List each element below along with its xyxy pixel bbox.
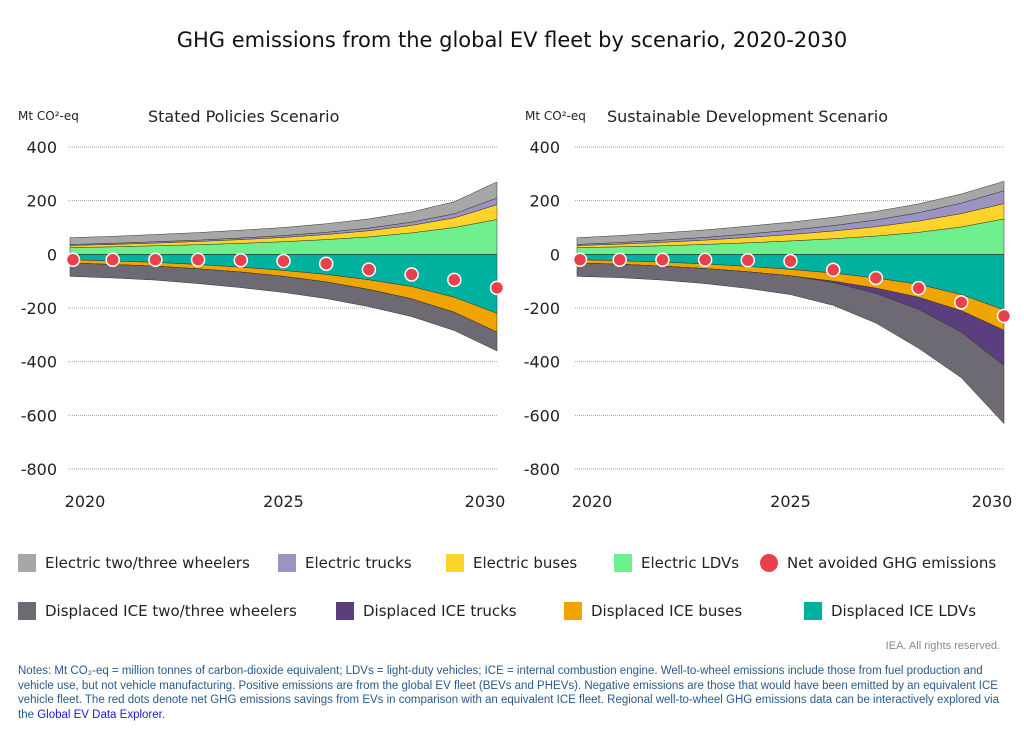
legend-item-electric-buses: Electric buses [446,554,577,572]
net-avoided-point [447,272,462,288]
credit: IEA. All rights reserved. [885,640,1000,652]
net-avoided-point [996,308,1012,324]
x-tick-label: 2020 [572,492,613,511]
x-tick-label: 2025 [263,492,304,511]
y-tick-label: -800 [524,460,560,479]
net-avoided-point [233,252,249,268]
notes: Notes: Mt CO₂-eq = million tonnes of car… [18,664,1008,722]
panel-title: Sustainable Development Scenario [607,107,888,126]
legend-label: Electric two/three wheelers [45,554,250,572]
y-axis-unit-label: Mt CO²-eq [18,109,79,123]
net-avoided-point [190,252,206,267]
y-tick-label: 400 [26,138,57,157]
legend-label: Displaced ICE LDVs [831,602,977,620]
legend-swatch [336,602,354,620]
net-avoided-point [825,262,841,278]
net-avoided-point [404,267,419,282]
legend-swatch [18,602,36,620]
y-tick-label: 0 [550,245,560,264]
y-tick-label: -800 [21,460,57,479]
legend-item-displaced-ice-two-three-wheelers: Displaced ICE two/three wheelers [18,602,297,620]
y-tick-label: -400 [524,353,560,372]
y-tick-label: 400 [529,138,560,157]
panel-title: Stated Policies Scenario [148,107,339,126]
legend-swatch [804,602,822,620]
y-tick-label: -200 [524,299,560,318]
net-avoided-point [868,270,884,286]
legend-swatch [446,554,464,572]
y-tick-label: 0 [47,245,57,264]
legend-label: Displaced ICE buses [591,602,743,620]
legend-swatch [614,554,632,572]
global-ev-data-explorer-link[interactable]: Global EV Data Explorer [37,708,162,721]
net-avoided-point [489,280,505,296]
y-tick-label: -200 [21,299,57,318]
net-avoided-point [572,252,588,267]
net-avoided-point [148,252,163,267]
y-tick-label: -600 [21,406,57,425]
y-tick-label: -400 [21,353,57,372]
chart-panel-2: Mt CO²-eq Sustainable Development Scenari… [524,107,1013,511]
notes-text: Notes: Mt CO₂-eq = million tonnes of car… [18,665,999,721]
area-displaced-ice-two-three-wheelers [576,262,1005,425]
legend-label: Displaced ICE trucks [363,602,517,620]
net-avoided-point [105,252,120,267]
y-axis-unit-label: Mt CO²-eq [525,109,586,123]
y-tick-label: 200 [529,192,560,211]
net-avoided-point [911,280,926,296]
chart-title: GHG emissions from the global EV fleet b… [176,28,848,52]
legend-item-displaced-ice-buses: Displaced ICE buses [564,602,742,620]
x-tick-label: 2030 [972,492,1013,511]
legend-item-displaced-ice-ldvs: Displaced ICE LDVs [804,602,976,620]
y-tick-label: 200 [26,192,57,211]
net-avoided-point [65,252,81,267]
area-electric-two-three-wheelers [576,181,1005,245]
chart-panel-1: Mt CO²-eq Stated Policies Scenario 400 200 0… [18,107,505,511]
net-avoided-point [783,253,798,269]
net-avoided-point [954,295,969,310]
legend-label: Electric trucks [305,554,412,572]
net-avoided-point [740,252,756,268]
chart-svg: Mt CO²-eq Stated Policies Scenario 400 200 0… [18,107,1013,511]
net-avoided-point [318,256,334,271]
legend-label: Electric LDVs [641,554,740,572]
net-avoided-point [612,252,627,267]
legend-label: Net avoided GHG emissions [787,554,997,572]
legend-item-displaced-ice-trucks: Displaced ICE trucks [336,602,517,620]
legend-dot [760,554,778,572]
legend-item-electric-ldvs: Electric LDVs [614,554,739,572]
legend-label: Displaced ICE two/three wheelers [45,602,297,620]
net-avoided-point [655,252,670,267]
legend-swatch [278,554,296,572]
x-tick-label: 2020 [65,492,106,511]
legend-item-electric-trucks: Electric trucks [278,554,412,572]
x-tick-label: 2030 [465,492,506,511]
legend-swatch [18,554,36,572]
y-tick-label: -600 [524,406,560,425]
legend-item-electric-two-three-wheelers: Electric two/three wheelers [18,554,250,572]
net-avoided-point [697,252,713,267]
notes-end: . [161,708,166,721]
legend-swatch [564,602,582,620]
legend-label: Electric buses [473,554,578,572]
legend-item-net-avoided: Net avoided GHG emissions [760,554,996,572]
x-tick-label: 2025 [770,492,811,511]
area-displaced-ice-two-three-wheelers [69,262,498,352]
area-electric-two-three-wheelers [69,181,498,245]
net-avoided-point [276,253,291,269]
net-avoided-point [361,262,377,277]
